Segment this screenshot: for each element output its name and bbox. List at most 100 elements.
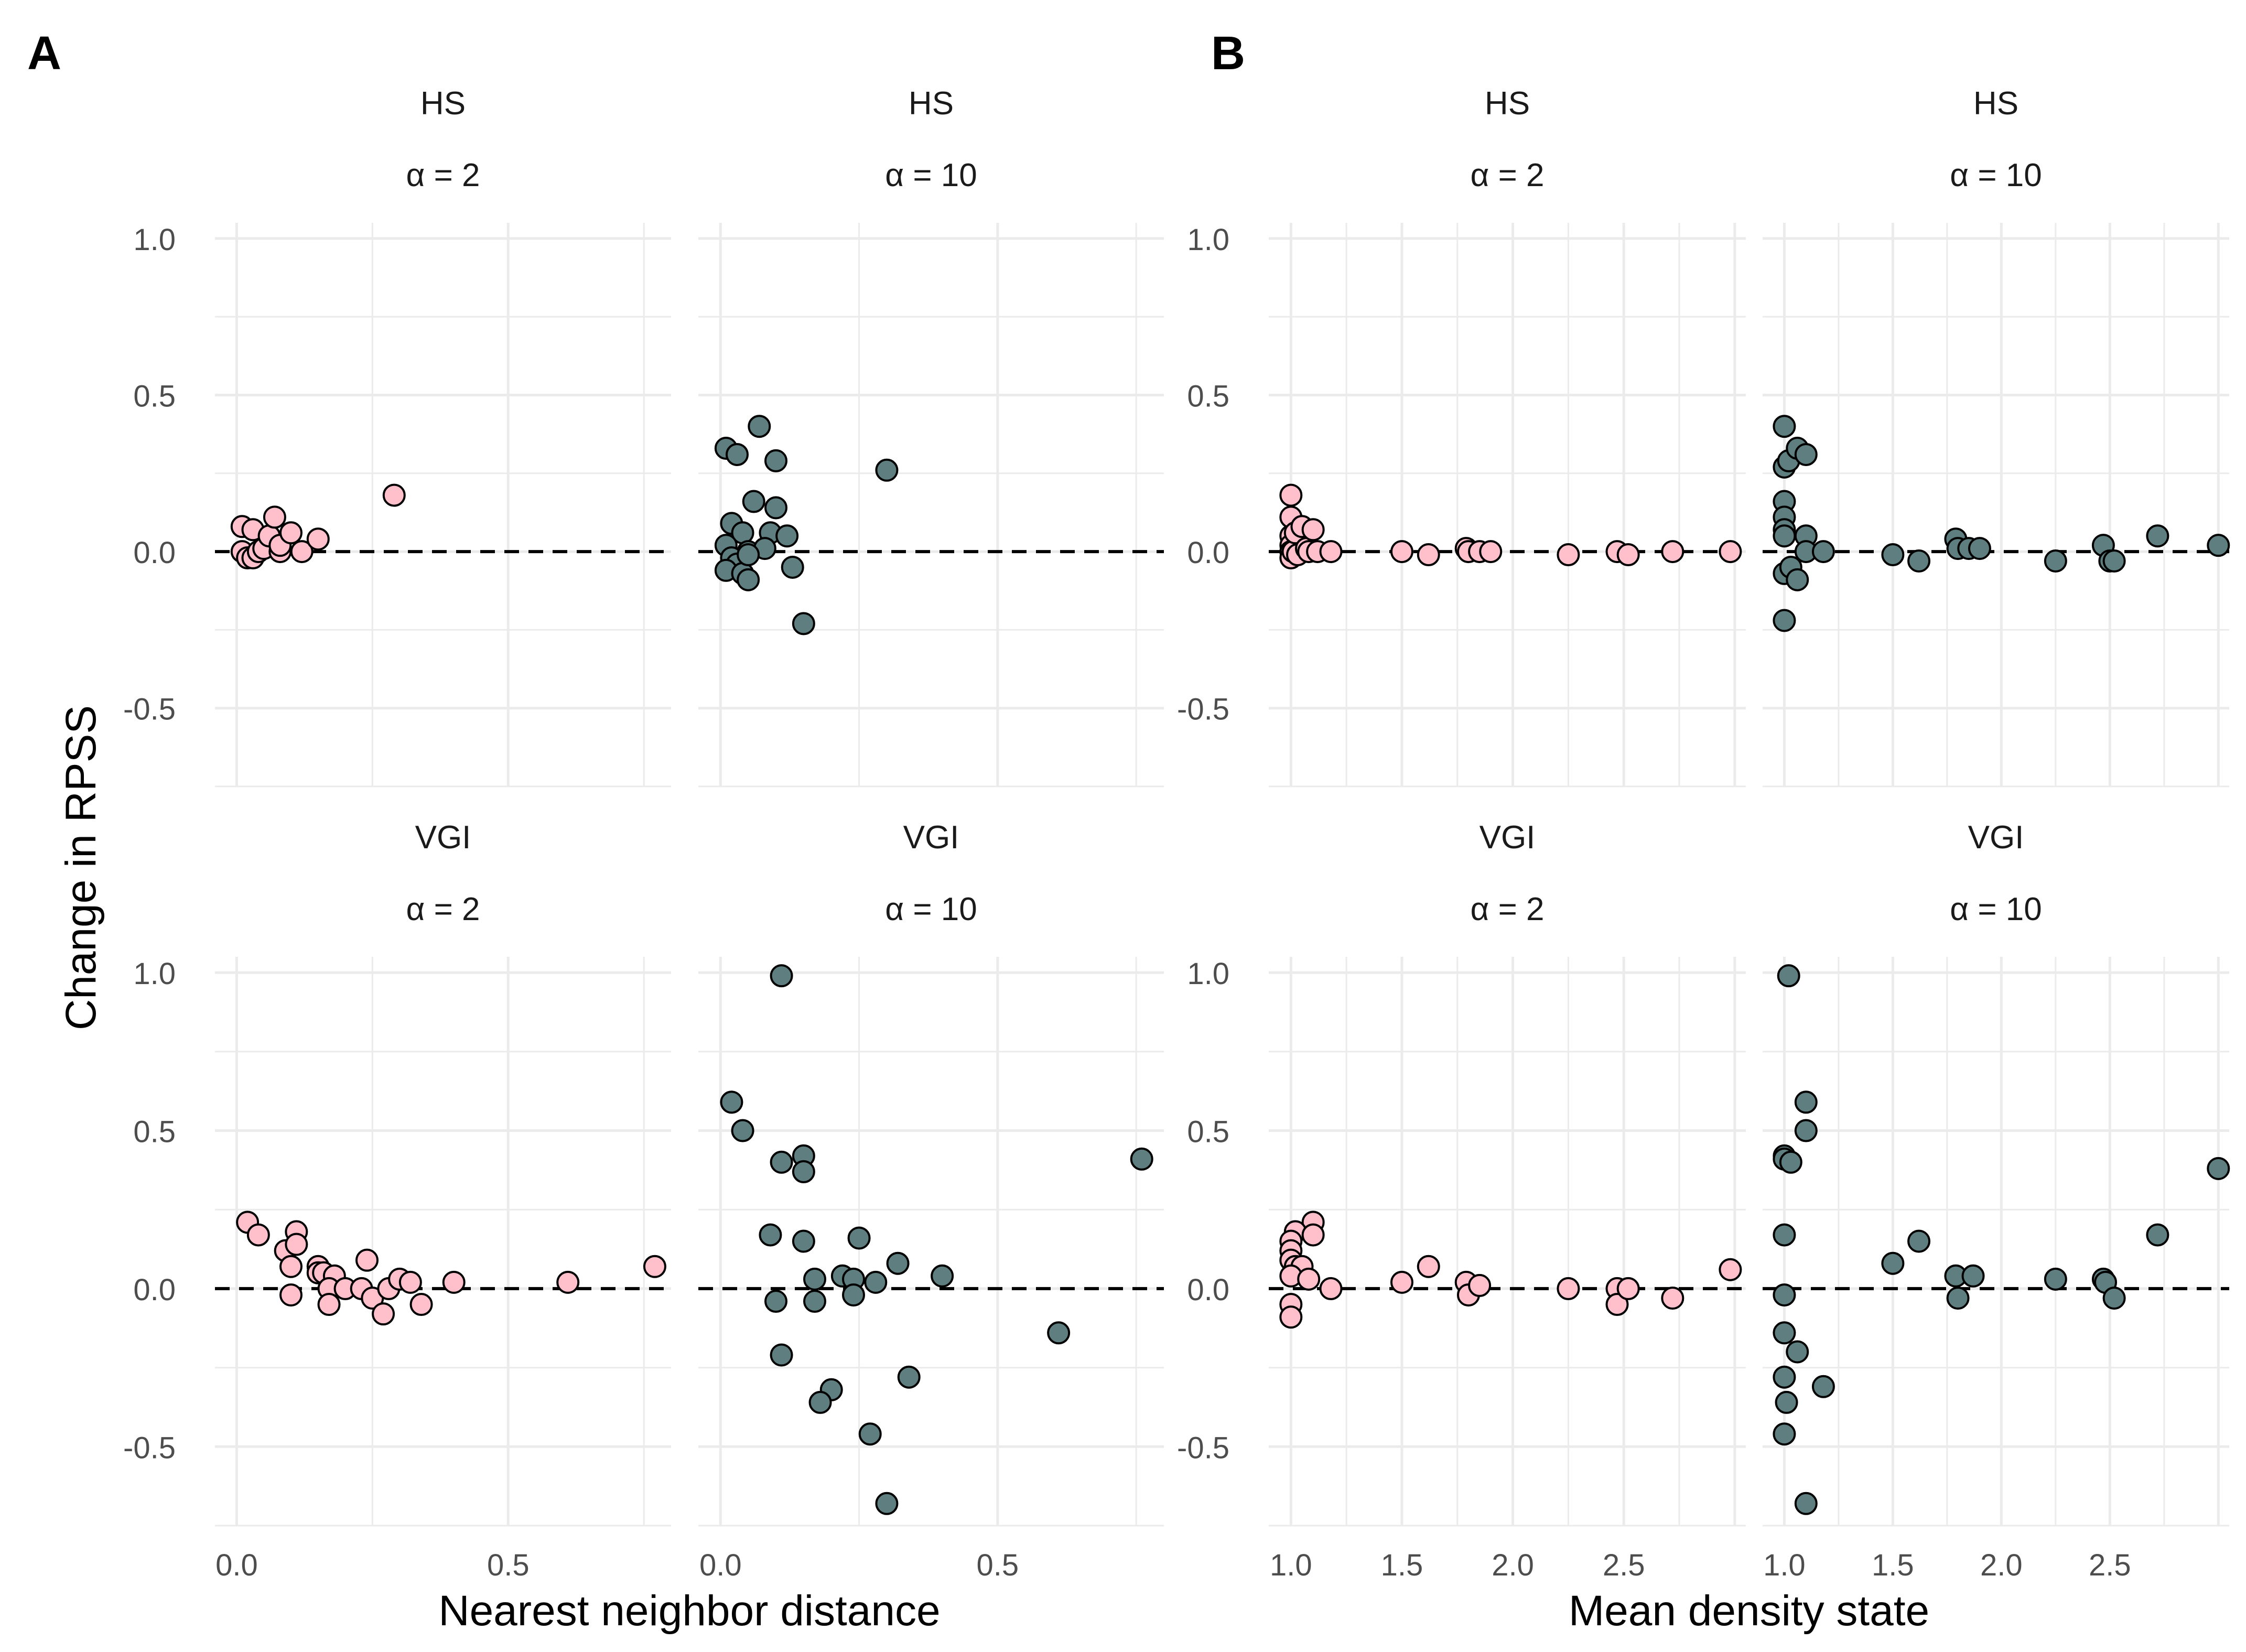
data-point (2146, 1223, 2169, 1247)
x-tick-label: 2.5 (2089, 1548, 2131, 1582)
facet-strip-col-label: α = 10 (885, 891, 977, 927)
facet-strip-row-label: HS (1485, 85, 1530, 122)
facet-strip-row-label: VGI (903, 819, 959, 856)
data-point (2102, 1287, 2126, 1310)
data-point (759, 1223, 782, 1247)
data-point (556, 1270, 580, 1294)
data-point (1279, 1305, 1303, 1329)
panel-b: HS α = 2 -0.5 0.0 0.5 1.0 HS α = 10 VGI α = 2 -0.5… (1177, 85, 2230, 1635)
data-point (775, 524, 799, 548)
data-point (2044, 1267, 2067, 1291)
data-point (931, 1264, 954, 1288)
x-tick-label: 2.0 (1980, 1548, 2023, 1582)
data-point (781, 555, 804, 579)
data-point (290, 540, 314, 564)
data-point (2207, 1157, 2230, 1180)
data-point (409, 1293, 433, 1316)
x-tick-label: 1.5 (1381, 1548, 1423, 1582)
data-point (1777, 964, 1800, 988)
data-point (1786, 1340, 1809, 1364)
data-point (737, 543, 760, 567)
data-point (875, 1492, 899, 1515)
data-point (1479, 540, 1503, 564)
y-tick-label: 1.0 (1187, 957, 1229, 991)
data-point (1779, 1150, 1802, 1174)
data-point (842, 1283, 865, 1307)
x-tick-label: 2.5 (1603, 1548, 1645, 1582)
facet-strip-col-label: α = 10 (885, 157, 977, 193)
data-point (1773, 609, 1796, 632)
data-point (1719, 1258, 1742, 1281)
x-axis-label: Mean density state (1569, 1587, 1929, 1635)
panel-label-a: A (27, 27, 61, 80)
y-tick-label: -0.5 (123, 1431, 176, 1465)
facet-strip-col-label: α = 2 (1471, 891, 1545, 927)
data-point (720, 1090, 743, 1114)
y-tick-label: 0.0 (1187, 536, 1229, 570)
y-tick-label: 1.0 (133, 957, 176, 991)
data-point (1616, 1277, 1640, 1300)
facet-strip-col-label: α = 2 (406, 157, 480, 193)
data-point (726, 442, 749, 466)
data-point (792, 1229, 815, 1253)
data-point (279, 1283, 303, 1307)
facet-strip-row-label: VGI (415, 819, 471, 856)
data-point (1773, 1365, 1796, 1389)
data-point (1390, 1270, 1413, 1294)
data-point (1794, 1090, 1818, 1114)
data-point (742, 490, 765, 513)
data-point (1775, 1390, 1798, 1414)
data-point (372, 1302, 395, 1326)
data-point (306, 527, 330, 551)
data-point (1468, 1273, 1492, 1297)
data-point (279, 521, 303, 545)
data-point (1605, 1293, 1629, 1316)
facet-strip-row-label: HS (909, 85, 954, 122)
x-axis-label: Nearest neighbor distance (438, 1587, 940, 1635)
facet-strip-row-label: VGI (1480, 819, 1536, 856)
facet-strip-col-label: α = 2 (1471, 157, 1545, 193)
data-point (764, 1290, 787, 1313)
data-point (1557, 1277, 1580, 1300)
data-point (748, 415, 771, 438)
data-point (1390, 540, 1413, 564)
facet-b-hs-alpha2: HS α = 2 -0.5 0.0 0.5 1.0 (1177, 85, 1746, 787)
data-point (1301, 518, 1325, 542)
data-point (382, 483, 406, 507)
data-point (875, 458, 899, 482)
data-point (398, 1270, 422, 1294)
data-point (1811, 1375, 1835, 1398)
data-point (770, 1343, 793, 1367)
y-tick-label: 0.0 (133, 536, 176, 570)
data-point (803, 1290, 826, 1313)
y-tick-label: 0.5 (133, 1115, 176, 1149)
data-point (764, 449, 787, 472)
data-point (1794, 1119, 1818, 1142)
data-point (1773, 1321, 1796, 1345)
data-point (1946, 1287, 1970, 1310)
data-point (1881, 543, 1905, 567)
y-tick-label: 0.0 (1187, 1273, 1229, 1307)
facet-strip-col-label: α = 10 (1950, 891, 2042, 927)
y-tick-label: -0.5 (1177, 1431, 1229, 1465)
facet-a-hs-alpha2: HS α = 2 -0.5 0.0 0.5 1.0 (123, 85, 671, 787)
data-point (1773, 1422, 1796, 1446)
data-point (803, 1267, 826, 1291)
data-point (1719, 540, 1742, 564)
data-point (770, 964, 793, 988)
data-point (792, 612, 815, 635)
x-tick-label: 2.0 (1492, 1548, 1534, 1582)
data-point (737, 568, 760, 591)
facet-strip-row-label: HS (420, 85, 466, 122)
data-point (1773, 1223, 1796, 1247)
data-point (2044, 549, 2067, 573)
data-point (1130, 1147, 1153, 1171)
x-tick-label: 0.5 (977, 1548, 1019, 1582)
data-point (1773, 415, 1796, 438)
data-point (1279, 483, 1303, 507)
data-point (1794, 442, 1818, 466)
data-point (2146, 524, 2169, 548)
data-point (1319, 1277, 1343, 1300)
data-point (731, 1119, 754, 1142)
